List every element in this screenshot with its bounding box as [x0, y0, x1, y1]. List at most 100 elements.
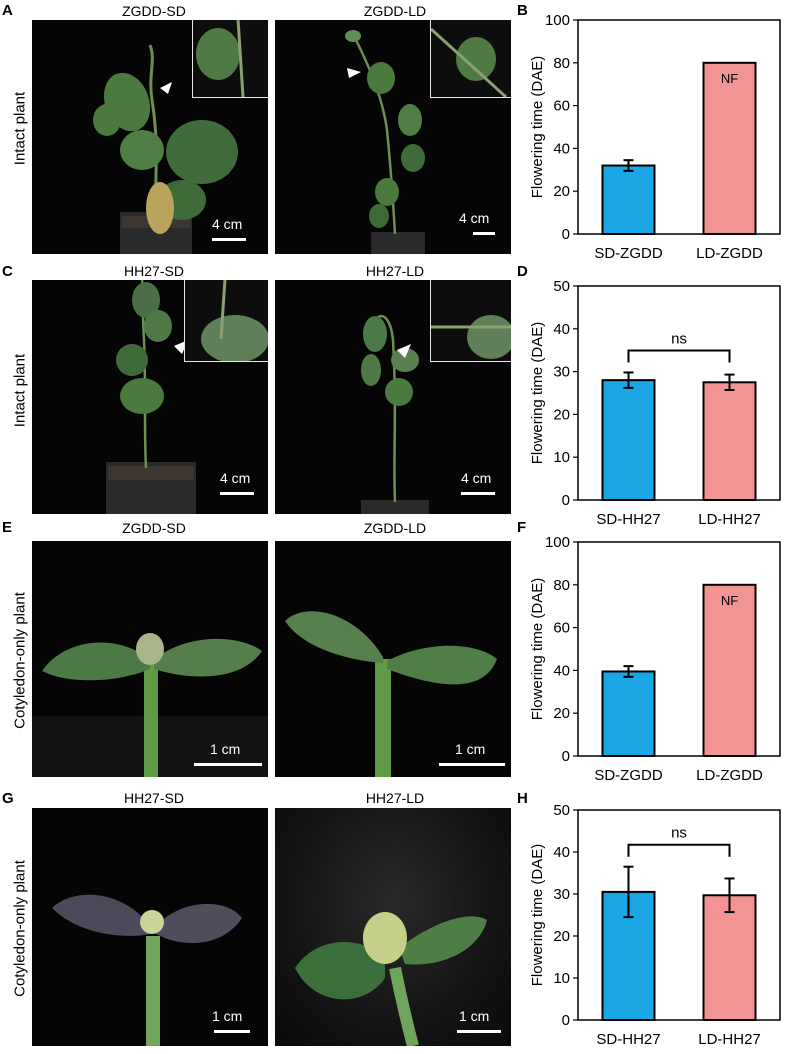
- x-tick-label: SD-ZGDD: [594, 245, 662, 262]
- significance-label: ns: [671, 825, 687, 842]
- plant-illustration: [285, 611, 497, 777]
- scale-bar-label: 4 cm: [459, 210, 490, 226]
- scale-bar: [439, 763, 505, 766]
- y-tick-label: 40: [553, 844, 570, 861]
- panel-label-e: E: [2, 519, 13, 536]
- y-tick-label: 0: [562, 226, 570, 243]
- row-label-cotyledon-2: Cotyledon-only plant: [11, 860, 29, 997]
- x-tick-label: LD-ZGDD: [696, 767, 763, 784]
- bar: [601, 379, 656, 501]
- photo-title-c-right: HH27-LD: [365, 263, 425, 279]
- y-tick-label: 50: [553, 802, 570, 819]
- scale-bar: [214, 1030, 250, 1033]
- scale-bar-label: 1 cm: [459, 1008, 490, 1024]
- y-tick-label: 50: [553, 278, 570, 295]
- scale-bar-label: 1 cm: [210, 741, 241, 757]
- y-axis-label: Flowering time (DAE): [529, 322, 546, 465]
- plot-frame: [577, 809, 781, 1021]
- y-axis-label: Flowering time (DAE): [529, 578, 546, 721]
- photo-zgdd-sd-intact: 4 cm: [32, 20, 268, 254]
- photo-title-c-left: HH27-SD: [124, 263, 184, 279]
- bar: [702, 381, 757, 501]
- y-tick-label: 20: [553, 705, 570, 722]
- y-tick-label: 80: [553, 577, 570, 594]
- photo-title-e-left: ZGDD-SD: [122, 520, 186, 536]
- y-axis-label: Flowering time (DAE): [529, 844, 546, 987]
- x-tick-label: LD-HH27: [698, 1031, 761, 1048]
- photo-zgdd-ld-intact: 4 cm: [275, 20, 511, 254]
- significance-bracket: [627, 349, 731, 363]
- x-tick-label: LD-ZGDD: [696, 245, 763, 262]
- y-tick-label: 30: [553, 886, 570, 903]
- plant-illustration: [32, 633, 268, 777]
- inset-magnified-node: [184, 280, 268, 362]
- inset-magnified-node: [430, 280, 511, 362]
- y-tick-label: 0: [562, 492, 570, 509]
- y-tick-label: 0: [562, 1012, 570, 1029]
- bar: [702, 583, 757, 757]
- photo-zgdd-sd-cotyledon: 1 cm: [32, 541, 268, 777]
- plant-illustration: [93, 44, 238, 254]
- photo-hh27-sd-cotyledon: 1 cm: [32, 808, 268, 1046]
- significance-bracket: [627, 843, 731, 857]
- plant-illustration: [295, 912, 487, 1046]
- scale-bar: [194, 763, 262, 766]
- plant-illustration: [106, 280, 196, 514]
- scale-bar-label: 4 cm: [212, 216, 243, 232]
- x-tick-label: SD-HH27: [596, 511, 660, 528]
- bar-data-label: NF: [721, 593, 738, 608]
- significance-label: ns: [671, 330, 687, 347]
- scale-bar: [461, 492, 495, 495]
- bar: [601, 670, 656, 757]
- row-label-intact-1: Intact plant: [11, 91, 29, 166]
- y-tick-label: 100: [545, 534, 570, 551]
- scale-bar: [212, 238, 246, 241]
- panel-label-a: A: [2, 2, 13, 19]
- x-tick-label: SD-ZGDD: [594, 767, 662, 784]
- scale-bar-label: 4 cm: [461, 470, 492, 486]
- scale-bar-label: 1 cm: [212, 1008, 243, 1024]
- photo-title-g-right: HH27-LD: [365, 790, 425, 806]
- bar: [702, 61, 757, 235]
- y-tick-label: 20: [553, 928, 570, 945]
- bar-chart-b: 0 20 40 60 80 100 Flowering time (DAE) SD-ZGDD N…: [529, 12, 781, 262]
- y-tick-label: 60: [553, 98, 570, 115]
- panel-label-c: C: [2, 263, 13, 280]
- scale-bar: [220, 492, 254, 495]
- x-tick-label: SD-HH27: [596, 1031, 660, 1048]
- plant-illustration: [345, 30, 425, 254]
- panel-label-b: B: [517, 2, 528, 19]
- bar-data-label: NF: [721, 71, 738, 86]
- plant-illustration: [361, 314, 429, 514]
- photo-zgdd-ld-cotyledon: 1 cm: [275, 541, 511, 777]
- inset-magnified-node: [430, 20, 511, 98]
- plot-frame: [577, 541, 781, 757]
- bar-chart-f: 0 20 40 60 80 100 Flowering time (DAE) SD-ZGDD N…: [529, 534, 781, 784]
- panel-label-d: D: [517, 263, 528, 280]
- plot-frame: [577, 19, 781, 235]
- y-tick-label: 60: [553, 620, 570, 637]
- scale-bar: [457, 1030, 501, 1033]
- y-tick-label: 40: [553, 140, 570, 157]
- bar: [702, 894, 757, 1021]
- row-label-cotyledon-1: Cotyledon-only plant: [11, 592, 29, 729]
- y-tick-label: 100: [545, 12, 570, 29]
- x-tick-label: LD-HH27: [698, 511, 761, 528]
- y-tick-label: 0: [562, 748, 570, 765]
- photo-title-e-right: ZGDD-LD: [363, 520, 427, 536]
- photo-title-a-right: ZGDD-LD: [363, 3, 427, 19]
- plant-illustration: [52, 894, 242, 1046]
- y-tick-label: 40: [553, 321, 570, 338]
- y-tick-label: 10: [553, 449, 570, 466]
- y-tick-label: 10: [553, 970, 570, 987]
- scale-bar: [473, 232, 495, 235]
- scale-bar-label: 1 cm: [455, 741, 486, 757]
- panel-label-g: G: [2, 790, 14, 807]
- scale-bar-label: 4 cm: [220, 470, 251, 486]
- plot-frame: [577, 285, 781, 501]
- y-tick-label: 20: [553, 406, 570, 423]
- photo-hh27-ld-cotyledon: 1 cm: [275, 808, 511, 1046]
- y-tick-label: 30: [553, 364, 570, 381]
- photo-title-g-left: HH27-SD: [124, 790, 184, 806]
- y-tick-label: 40: [553, 662, 570, 679]
